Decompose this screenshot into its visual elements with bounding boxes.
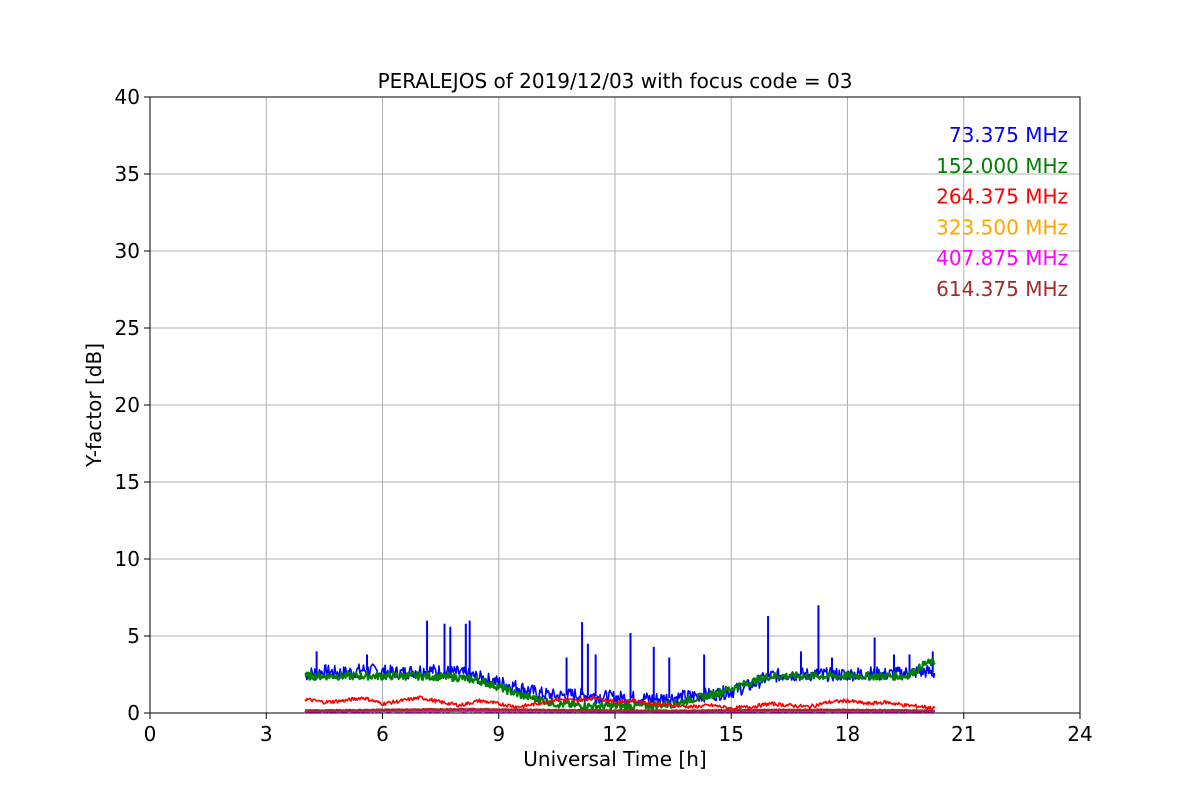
series-line (304, 695, 936, 711)
x-axis-ticks: 0 3 6 9 12 15 18 21 24 (144, 713, 1093, 746)
legend-entry: 614.375 MHz (936, 277, 1068, 301)
y-tick-label: 40 (115, 85, 140, 109)
x-tick-label: 15 (719, 722, 744, 746)
x-tick-label: 3 (260, 722, 273, 746)
y-axis-label: Y-factor [dB] (82, 343, 106, 468)
chart-title: PERALEJOS of 2019/12/03 with focus code … (378, 69, 853, 93)
legend-entry: 152.000 MHz (936, 154, 1068, 178)
legend-entry: 73.375 MHz (949, 123, 1068, 147)
series-264-375-MHz (304, 695, 936, 711)
x-tick-label: 18 (835, 722, 860, 746)
y-tick-label: 10 (115, 547, 140, 571)
y-axis-ticks: 0 5 10 15 20 25 30 35 40 (115, 85, 150, 725)
series-line (304, 707, 935, 713)
y-tick-label: 20 (115, 393, 140, 417)
series-line (304, 663, 936, 706)
x-tick-label: 12 (602, 722, 627, 746)
x-axis-label: Universal Time [h] (523, 747, 706, 771)
series-73-375-MHz (304, 605, 936, 706)
y-tick-label: 30 (115, 239, 140, 263)
y-tick-label: 0 (127, 701, 140, 725)
x-tick-label: 6 (376, 722, 389, 746)
x-tick-label: 24 (1067, 722, 1092, 746)
y-tick-label: 35 (115, 162, 140, 186)
y-tick-label: 25 (115, 316, 140, 340)
x-tick-label: 21 (951, 722, 976, 746)
y-tick-label: 5 (127, 624, 140, 648)
legend-entry: 407.875 MHz (936, 246, 1068, 270)
x-tick-label: 0 (144, 722, 157, 746)
legend: 73.375 MHz 152.000 MHz 264.375 MHz 323.500 … (936, 123, 1068, 301)
series-614-375-MHz (304, 707, 935, 713)
x-tick-label: 9 (492, 722, 505, 746)
legend-entry: 323.500 MHz (936, 215, 1068, 239)
plot-area (304, 605, 936, 713)
y-tick-label: 15 (115, 470, 140, 494)
legend-entry: 264.375 MHz (936, 185, 1068, 209)
